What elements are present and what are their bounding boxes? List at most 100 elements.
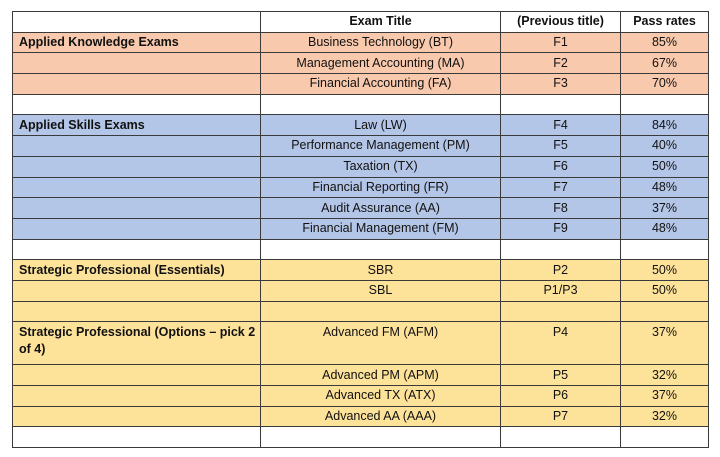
pass-rate-cell: 32%: [620, 405, 709, 428]
pass-rate-cell: 32%: [620, 364, 709, 386]
table-row: Applied Knowledge Exams Business Technolo…: [12, 31, 709, 54]
exam-title-cell: Taxation (TX): [260, 155, 501, 178]
pass-rate-cell: 40%: [620, 135, 709, 157]
pass-rate-cell: [620, 238, 709, 261]
table-row: Financial Management (FM) F9 48%: [12, 217, 709, 240]
table-row: Strategic Professional (Options – pick 2…: [12, 321, 709, 366]
pass-rate-cell: 37%: [620, 321, 709, 366]
section-cell: Strategic Professional (Options – pick 2…: [12, 321, 261, 366]
blank-row: [12, 426, 709, 449]
exam-pass-rates-table: Exam Title (Previous title) Pass rates A…: [12, 11, 709, 449]
section-cell: [12, 217, 261, 240]
pass-rate-cell: 37%: [620, 385, 709, 407]
pass-rate-cell: 85%: [620, 31, 709, 54]
section-cell: [12, 300, 261, 323]
pass-rate-cell: 70%: [620, 73, 709, 95]
header-exam-title: Exam Title: [260, 11, 501, 33]
section-cell: [12, 93, 261, 116]
table-row: Advanced AA (AAA) P7 32%: [12, 405, 709, 428]
previous-title-cell: F7: [500, 176, 621, 199]
table-body: Applied Knowledge Exams Business Technolo…: [12, 31, 709, 449]
exam-title-cell: Advanced PM (APM): [260, 364, 501, 386]
exam-title-cell: [260, 426, 501, 449]
section-cell: [12, 405, 261, 428]
previous-title-cell: P7: [500, 405, 621, 428]
previous-title-cell: [500, 93, 621, 116]
pass-rate-cell: 84%: [620, 114, 709, 137]
section-cell: [12, 73, 261, 95]
section-cell: [12, 197, 261, 219]
pass-rate-cell: 48%: [620, 217, 709, 240]
pass-rate-cell: 37%: [620, 197, 709, 219]
table-row: Financial Reporting (FR) F7 48%: [12, 176, 709, 199]
table-row: SBL P1/P3 50%: [12, 279, 709, 302]
section-cell: [12, 52, 261, 75]
header-pass-rates: Pass rates: [620, 11, 709, 33]
previous-title-cell: [500, 300, 621, 323]
exam-title-cell: Management Accounting (MA): [260, 52, 501, 75]
header-row: Exam Title (Previous title) Pass rates: [12, 11, 709, 33]
previous-title-cell: [500, 426, 621, 449]
section-cell: [12, 364, 261, 386]
previous-title-cell: F8: [500, 197, 621, 219]
exam-title-cell: Law (LW): [260, 114, 501, 137]
pass-rate-cell: 67%: [620, 52, 709, 75]
previous-title-cell: F3: [500, 73, 621, 95]
table-row: Performance Management (PM) F5 40%: [12, 135, 709, 157]
previous-title-cell: F4: [500, 114, 621, 137]
previous-title-cell: P1/P3: [500, 279, 621, 302]
exam-title-cell: [260, 93, 501, 116]
pass-rate-cell: 50%: [620, 279, 709, 302]
blank-row: [12, 238, 709, 261]
section-cell: [12, 279, 261, 302]
pass-rate-cell: 50%: [620, 259, 709, 281]
exam-title-cell: SBR: [260, 259, 501, 281]
exam-title-cell: Performance Management (PM): [260, 135, 501, 157]
section-cell: [12, 385, 261, 407]
section-cell: [12, 176, 261, 199]
previous-title-cell: P5: [500, 364, 621, 386]
header-previous-title: (Previous title): [500, 11, 621, 33]
exam-title-cell: Advanced TX (ATX): [260, 385, 501, 407]
exam-title-cell: [260, 300, 501, 323]
exam-title-cell: Financial Management (FM): [260, 217, 501, 240]
previous-title-cell: F1: [500, 31, 621, 54]
section-cell: [12, 238, 261, 261]
previous-title-cell: [500, 238, 621, 261]
pass-rate-cell: [620, 300, 709, 323]
exam-title-cell: SBL: [260, 279, 501, 302]
header-section: [12, 11, 261, 33]
table-row: Advanced PM (APM) P5 32%: [12, 364, 709, 386]
previous-title-cell: F6: [500, 155, 621, 178]
previous-title-cell: F9: [500, 217, 621, 240]
previous-title-cell: P2: [500, 259, 621, 281]
section-cell: [12, 155, 261, 178]
exam-title-cell: Financial Accounting (FA): [260, 73, 501, 95]
section-cell: Strategic Professional (Essentials): [12, 259, 261, 281]
section-cell: [12, 426, 261, 449]
exam-title-cell: Advanced FM (AFM): [260, 321, 501, 366]
table-row: Strategic Professional (Essentials) SBR P2…: [12, 259, 709, 281]
previous-title-cell: P4: [500, 321, 621, 366]
table-row: Applied Skills Exams Law (LW) F4 84%: [12, 114, 709, 137]
pass-rate-cell: 50%: [620, 155, 709, 178]
section-cell: Applied Knowledge Exams: [12, 31, 261, 54]
table-row: Advanced TX (ATX) P6 37%: [12, 385, 709, 407]
table-row: Financial Accounting (FA) F3 70%: [12, 73, 709, 95]
exam-title-cell: Business Technology (BT): [260, 31, 501, 54]
table-row: Audit Assurance (AA) F8 37%: [12, 197, 709, 219]
pass-rate-cell: [620, 426, 709, 449]
exam-title-cell: Financial Reporting (FR): [260, 176, 501, 199]
previous-title-cell: F2: [500, 52, 621, 75]
section-cell: [12, 135, 261, 157]
section-cell: Applied Skills Exams: [12, 114, 261, 137]
table-row: Taxation (TX) F6 50%: [12, 155, 709, 178]
exam-title-cell: Audit Assurance (AA): [260, 197, 501, 219]
blank-row: [12, 93, 709, 116]
table-row: Management Accounting (MA) F2 67%: [12, 52, 709, 75]
previous-title-cell: P6: [500, 385, 621, 407]
exam-table-container: Exam Title (Previous title) Pass rates A…: [12, 11, 709, 449]
exam-title-cell: Advanced AA (AAA): [260, 405, 501, 428]
previous-title-cell: F5: [500, 135, 621, 157]
exam-title-cell: [260, 238, 501, 261]
